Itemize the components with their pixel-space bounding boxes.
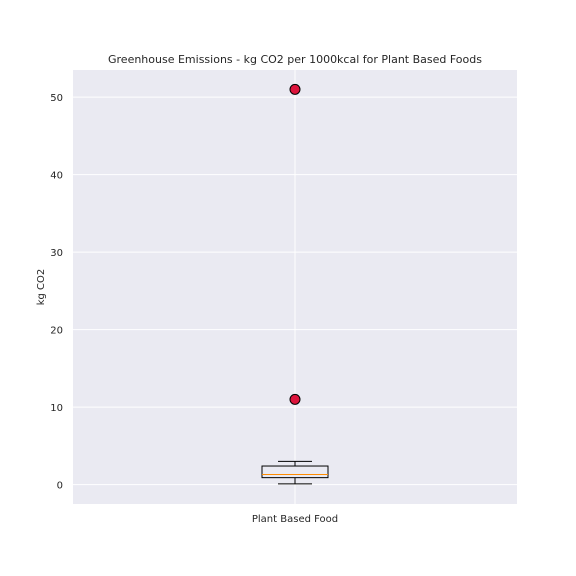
y-tick-label: 30	[50, 248, 63, 259]
outlier-point	[289, 83, 301, 95]
y-axis-label: kg CO2	[36, 269, 47, 306]
y-tick-label: 10	[50, 403, 63, 414]
y-tick-label: 50	[50, 93, 63, 104]
y-tick-label: 20	[50, 326, 63, 337]
chart-title: Greenhouse Emissions - kg CO2 per 1000kc…	[108, 53, 482, 66]
box-plot	[261, 83, 329, 485]
x-axis-ticks: Plant Based Food	[252, 514, 338, 525]
y-tick-label: 0	[57, 481, 63, 492]
grid-lines	[73, 70, 517, 504]
y-axis-ticks: 0 10 20 30 40 50	[50, 93, 63, 492]
iqr-box	[261, 465, 329, 479]
x-tick-label: Plant Based Food	[252, 514, 338, 525]
outlier-point	[289, 393, 301, 405]
y-tick-label: 40	[50, 171, 63, 182]
